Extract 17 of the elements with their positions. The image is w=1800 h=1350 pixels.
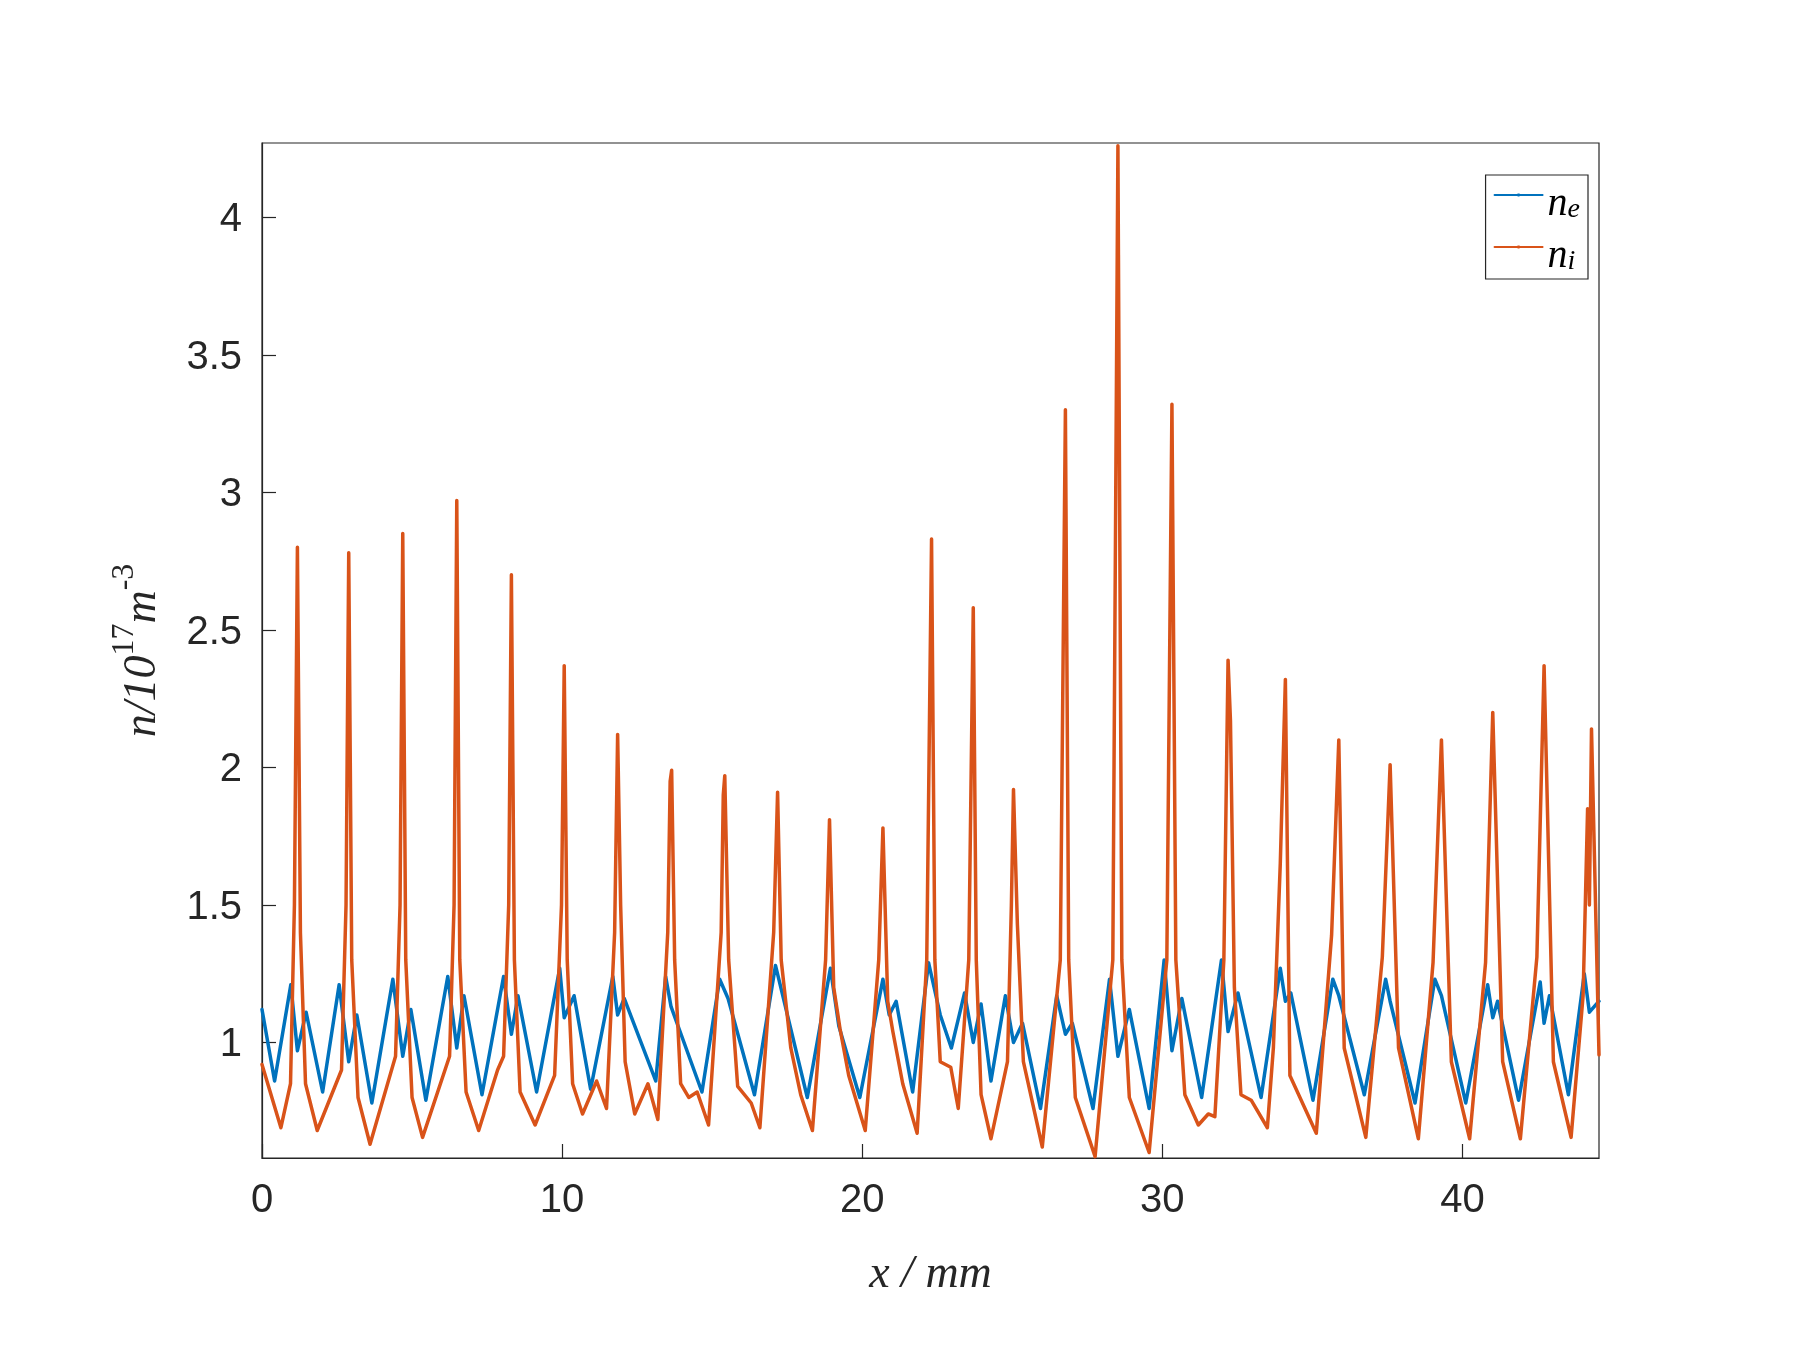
y-tick-label: 2 [219, 745, 242, 790]
x-tick-label: 20 [839, 1176, 885, 1220]
y-tick-label: 1.5 [186, 882, 242, 927]
legend-label: ni [1547, 230, 1576, 276]
y-tick-label: 2.5 [186, 607, 242, 652]
x-tick-label: 0 [250, 1176, 274, 1220]
x-tick-label: 40 [1440, 1176, 1485, 1220]
x-axis-title: x / mm [868, 1245, 992, 1297]
y-tick-label: 3 [219, 470, 242, 515]
x-tick-label: 10 [539, 1176, 585, 1220]
y-tick-label: 1 [219, 1020, 242, 1065]
y-axis-title: n/1017m-3 [104, 563, 165, 738]
legend-label: ne [1547, 178, 1581, 224]
x-tick-label: 30 [1140, 1176, 1185, 1220]
y-tick-label: 4 [219, 195, 242, 240]
y-tick-label: 3.5 [186, 332, 242, 377]
line-series [260, 144, 1601, 1159]
